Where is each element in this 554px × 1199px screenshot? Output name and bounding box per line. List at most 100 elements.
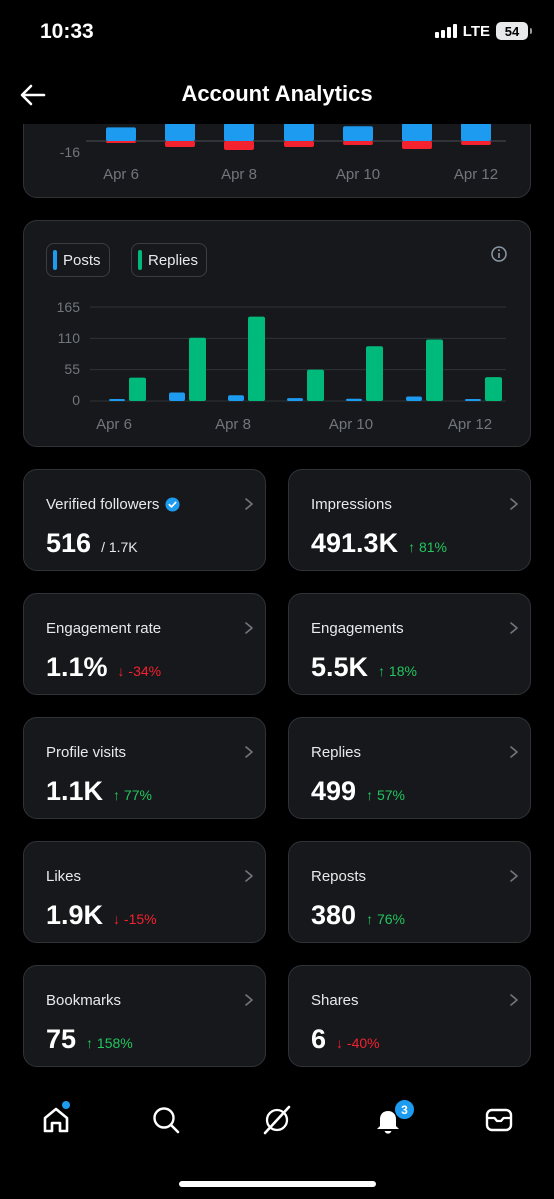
legend-posts[interactable]: Posts	[46, 243, 110, 277]
metric-value-row: 1.1% ↓ -34%	[46, 652, 161, 683]
metric-card-reposts[interactable]: Reposts 380 ↑ 76%	[288, 841, 531, 943]
bar-positive	[402, 123, 432, 141]
posts-replies-chart-card: Posts Replies 165 110 55 0 Apr 6 Apr 8 A…	[23, 220, 531, 447]
verified-badge-icon	[165, 497, 180, 512]
bar-positive	[165, 123, 195, 141]
chevron-right-icon	[245, 498, 253, 510]
chevron-right-icon	[510, 870, 518, 882]
search-icon[interactable]	[150, 1104, 182, 1136]
metric-value: 5.5K	[311, 652, 369, 682]
legend-replies[interactable]: Replies	[131, 243, 208, 277]
grok-icon[interactable]	[261, 1104, 293, 1136]
metric-card-replies[interactable]: Replies 499 ↑ 57%	[288, 717, 531, 819]
x-tick-label: Apr 12	[454, 166, 498, 183]
metric-value-row: 75 ↑ 158%	[46, 1024, 133, 1055]
metric-delta: ↓ -34%	[117, 663, 162, 679]
page-title: Account Analytics	[181, 81, 373, 106]
metric-value: 380	[311, 900, 357, 930]
network-label: LTE	[462, 22, 490, 40]
y-tick-label: 165	[57, 299, 81, 315]
x-tick-label: Apr 12	[448, 416, 492, 433]
metric-delta: ↓ -15%	[113, 911, 157, 927]
metric-value-row: 499 ↑ 57%	[311, 776, 405, 807]
back-arrow-icon[interactable]	[18, 80, 48, 110]
bar-positive	[106, 127, 136, 141]
x-tick-label: Apr 6	[96, 416, 132, 433]
info-icon[interactable]	[490, 245, 508, 263]
metric-value-row: 380 ↑ 76%	[311, 900, 405, 931]
metric-label: Engagement rate	[46, 620, 161, 637]
metric-label: Profile visits	[46, 744, 126, 761]
status-time: 10:33	[40, 20, 94, 43]
metric-delta: ↑ 57%	[366, 787, 405, 803]
metric-label: Likes	[46, 868, 81, 885]
metric-value: 516	[46, 528, 92, 558]
bar-replies	[485, 377, 502, 401]
y-tick-label: 0	[72, 392, 80, 408]
battery-level: 54	[504, 23, 520, 39]
chevron-right-icon	[510, 622, 518, 634]
metric-label: Impressions	[311, 496, 392, 513]
metric-value-row: 6 ↓ -40%	[311, 1024, 380, 1055]
notifications-icon[interactable]	[372, 1104, 404, 1136]
metric-value: 1.1K	[46, 776, 104, 806]
replies-swatch	[138, 250, 142, 270]
metric-value: 75	[46, 1024, 77, 1054]
metric-label-text: Impressions	[311, 496, 392, 513]
bar-negative	[165, 141, 195, 147]
bar-negative	[106, 141, 136, 143]
bottom-nav: 3	[0, 1082, 554, 1199]
metric-value-row: 5.5K ↑ 18%	[311, 652, 417, 683]
battery-icon: 54	[496, 22, 532, 40]
metric-card-bookmarks[interactable]: Bookmarks 75 ↑ 158%	[23, 965, 266, 1067]
metric-value: 499	[311, 776, 357, 806]
metric-label-text: Bookmarks	[46, 992, 122, 1009]
metric-delta: ↑ 18%	[378, 663, 417, 679]
metric-value: 6	[311, 1024, 327, 1054]
metric-value-row: 1.9K ↓ -15%	[46, 900, 157, 931]
bar-posts	[109, 399, 125, 401]
metric-delta: ↑ 77%	[113, 787, 152, 803]
metric-label: Reposts	[311, 868, 366, 885]
bar-posts	[346, 398, 362, 401]
bar-posts	[287, 398, 303, 401]
metric-sub: / 1.7K	[101, 539, 138, 555]
bar-positive	[461, 123, 491, 141]
bar-negative	[224, 141, 254, 150]
metric-value: 1.9K	[46, 900, 104, 930]
metric-card-engagements[interactable]: Engagements 5.5K ↑ 18%	[288, 593, 531, 695]
metric-label-text: Likes	[46, 868, 82, 885]
bar-posts	[169, 392, 185, 401]
bar-positive	[224, 123, 254, 141]
bar-positive	[284, 123, 314, 141]
status-bar: 10:33 LTE 54	[0, 0, 554, 66]
metric-card-engagement-rate[interactable]: Engagement rate 1.1% ↓ -34%	[23, 593, 266, 695]
metric-delta: ↓ -40%	[336, 1035, 380, 1051]
messages-icon[interactable]	[483, 1104, 515, 1136]
metric-card-likes[interactable]: Likes 1.9K ↓ -15%	[23, 841, 266, 943]
bar-posts	[465, 399, 481, 401]
chevron-right-icon	[245, 622, 253, 634]
bar-positive	[343, 126, 373, 141]
x-tick-label: Apr 10	[329, 416, 373, 433]
home-icon[interactable]	[40, 1104, 72, 1136]
signal-icon	[434, 24, 457, 38]
metric-value: 1.1%	[46, 652, 108, 682]
bar-posts	[406, 396, 422, 401]
metric-label-text: Replies	[311, 744, 362, 761]
metric-card-impressions[interactable]: Impressions 491.3K ↑ 81%	[288, 469, 531, 571]
metric-label: Shares	[311, 992, 359, 1009]
y-tick-label: 110	[58, 330, 81, 346]
metric-card-verified-followers[interactable]: Verified followers 516 / 1.7K	[23, 469, 266, 571]
chevron-right-icon	[510, 994, 518, 1006]
chevron-right-icon	[510, 498, 518, 510]
metric-label: Verified followers	[46, 496, 180, 513]
metric-card-shares[interactable]: Shares 6 ↓ -40%	[288, 965, 531, 1067]
bar-replies	[307, 369, 324, 401]
posts-swatch	[53, 250, 57, 270]
x-tick-label: Apr 10	[336, 166, 380, 183]
bar-negative	[461, 141, 491, 145]
metric-delta: ↑ 158%	[86, 1035, 133, 1051]
x-tick-label: Apr 8	[221, 166, 257, 183]
metric-card-profile-visits[interactable]: Profile visits 1.1K ↑ 77%	[23, 717, 266, 819]
